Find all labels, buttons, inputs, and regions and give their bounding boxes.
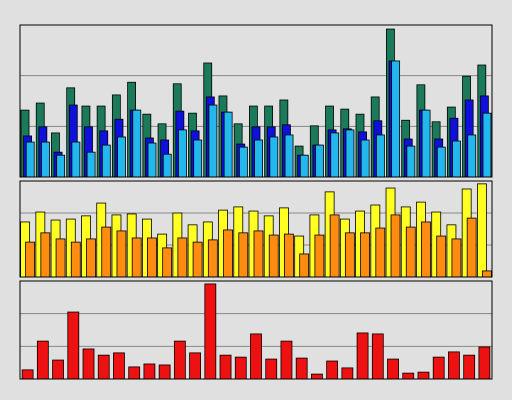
bar (269, 136, 279, 178)
bar (311, 373, 323, 380)
bar (223, 111, 233, 178)
bar (371, 333, 384, 380)
bar (402, 372, 415, 380)
bar (268, 234, 279, 278)
bar (116, 230, 127, 278)
bar (326, 360, 339, 380)
bar (132, 109, 142, 178)
plot-frame (19, 24, 493, 178)
bar (341, 367, 354, 380)
bar (421, 221, 431, 278)
bar (178, 129, 187, 178)
bar (147, 142, 157, 178)
bar (82, 348, 95, 380)
bar (330, 132, 340, 178)
bar (207, 239, 218, 278)
bar (299, 154, 309, 178)
bar (375, 227, 386, 278)
bar (117, 136, 126, 178)
bar (478, 346, 491, 380)
bar (250, 333, 262, 380)
bar (208, 104, 218, 178)
bar (390, 214, 401, 278)
plot-frame (19, 280, 493, 380)
bar (452, 140, 461, 178)
bar (448, 351, 460, 380)
bar (436, 235, 447, 278)
bar (193, 139, 203, 178)
bar (284, 233, 294, 278)
bar (86, 238, 96, 278)
bar (41, 141, 50, 178)
bar (482, 112, 492, 178)
bar (436, 146, 446, 178)
bar (344, 232, 355, 278)
bar (253, 230, 264, 278)
bar (71, 141, 81, 178)
bar (360, 139, 370, 178)
bar (314, 234, 325, 278)
bar (25, 141, 35, 178)
bar (421, 109, 431, 178)
bar (128, 366, 141, 380)
bar (467, 134, 477, 178)
bar (476, 183, 487, 278)
bar (284, 134, 294, 178)
bar (238, 232, 249, 278)
bar (204, 283, 217, 380)
bar (299, 253, 310, 278)
bar (376, 134, 385, 178)
bar (451, 238, 462, 278)
bar (101, 226, 112, 278)
bar (432, 356, 445, 380)
bar (238, 146, 248, 178)
bar (70, 241, 81, 278)
bar (177, 237, 188, 278)
bar (329, 214, 340, 278)
bar (280, 340, 293, 380)
bar (192, 241, 203, 278)
bar (391, 60, 401, 178)
bar (25, 241, 36, 278)
bar (131, 237, 142, 278)
bar (40, 232, 51, 278)
bar (345, 129, 355, 178)
bar (143, 363, 156, 380)
bar (219, 354, 232, 380)
bar (101, 144, 111, 178)
bar (405, 226, 416, 278)
bar (360, 232, 370, 278)
plot-frame (19, 180, 493, 278)
bar (67, 311, 80, 380)
bar (97, 354, 110, 380)
bar (234, 356, 247, 380)
bar (55, 238, 66, 278)
bar (86, 151, 96, 178)
bar (481, 270, 492, 278)
bar (173, 340, 186, 380)
bar (356, 332, 369, 380)
bar (223, 229, 233, 278)
bar (387, 358, 399, 380)
bar (56, 154, 66, 178)
bar (158, 364, 171, 380)
bar (189, 352, 201, 380)
bar (315, 144, 324, 178)
bar (21, 369, 34, 380)
bar (52, 359, 64, 380)
bar (265, 358, 278, 380)
bar (463, 354, 476, 380)
bar (162, 153, 172, 178)
bar (406, 145, 416, 178)
bar (254, 139, 264, 178)
bar (417, 371, 430, 380)
bar (147, 237, 157, 278)
bar (295, 357, 308, 380)
bar (162, 247, 173, 278)
bar (113, 352, 125, 380)
bar (36, 340, 49, 380)
bar (466, 217, 477, 278)
